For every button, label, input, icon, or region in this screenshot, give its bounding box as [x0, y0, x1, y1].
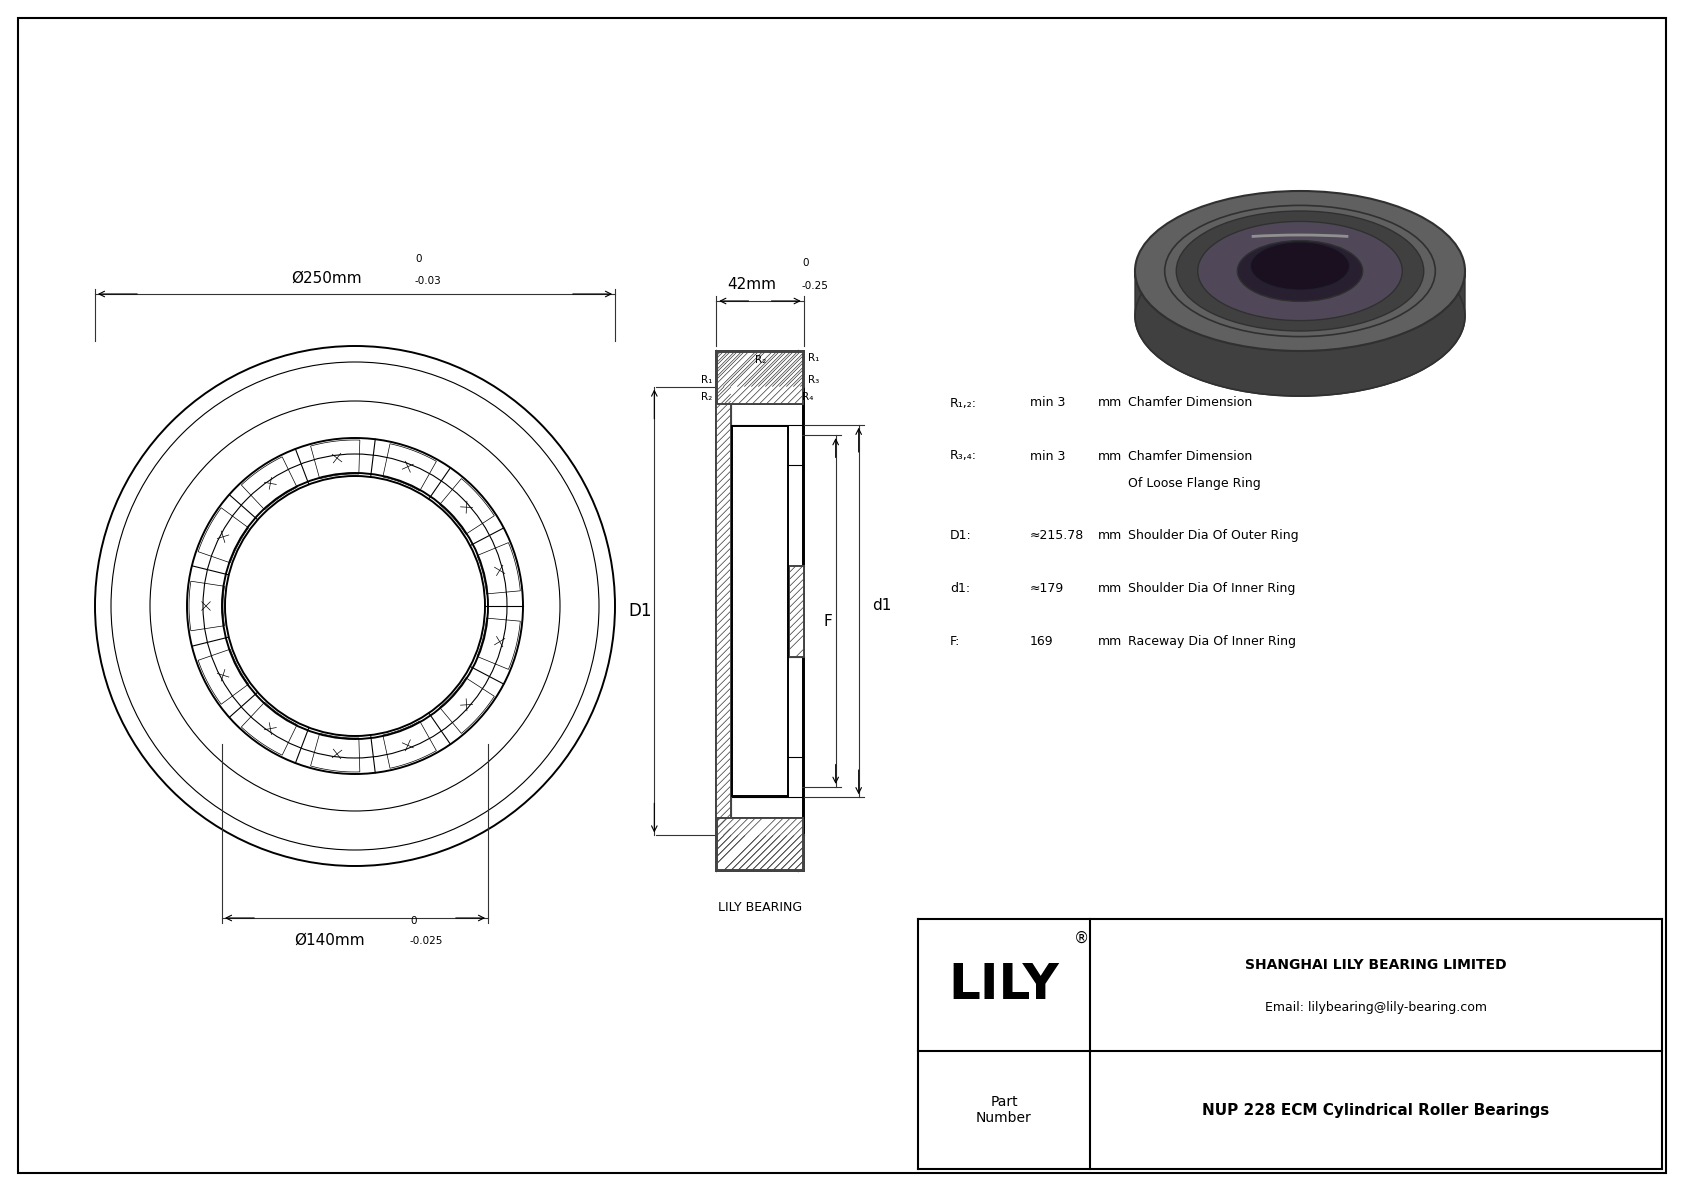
Text: 0: 0: [409, 916, 416, 925]
Polygon shape: [780, 787, 788, 796]
Polygon shape: [733, 426, 788, 796]
Text: ®: ®: [1074, 930, 1090, 946]
Text: ≈215.78: ≈215.78: [1031, 529, 1084, 542]
Text: 0: 0: [802, 258, 808, 268]
Ellipse shape: [1175, 211, 1423, 331]
Text: min 3: min 3: [1031, 397, 1066, 410]
Ellipse shape: [1135, 191, 1465, 351]
Text: Ø250mm: Ø250mm: [291, 272, 362, 286]
Text: 0: 0: [414, 254, 421, 264]
Ellipse shape: [1238, 241, 1362, 301]
Polygon shape: [717, 818, 803, 869]
Text: R₂: R₂: [701, 392, 712, 401]
Text: Email: lilybearing@lily-bearing.com: Email: lilybearing@lily-bearing.com: [1265, 1000, 1487, 1014]
Text: SHANGHAI LILY BEARING LIMITED: SHANGHAI LILY BEARING LIMITED: [1244, 958, 1507, 972]
Text: -0.25: -0.25: [802, 281, 829, 291]
Polygon shape: [733, 426, 741, 435]
Polygon shape: [1135, 272, 1465, 397]
Text: Chamfer Dimension: Chamfer Dimension: [1128, 397, 1253, 410]
Text: 42mm: 42mm: [727, 278, 776, 292]
Ellipse shape: [1197, 222, 1403, 320]
Text: Raceway Dia Of Inner Ring: Raceway Dia Of Inner Ring: [1128, 635, 1297, 648]
Text: Shoulder Dia Of Outer Ring: Shoulder Dia Of Outer Ring: [1128, 529, 1298, 542]
Text: Part
Number: Part Number: [977, 1095, 1032, 1125]
Text: LILY BEARING: LILY BEARING: [717, 902, 802, 913]
Text: mm: mm: [1098, 635, 1122, 648]
Text: mm: mm: [1098, 397, 1122, 410]
Text: F: F: [823, 613, 832, 629]
Text: Shoulder Dia Of Inner Ring: Shoulder Dia Of Inner Ring: [1128, 582, 1295, 596]
Text: R₁: R₁: [808, 353, 818, 363]
Text: 169: 169: [1031, 635, 1054, 648]
Polygon shape: [733, 787, 741, 796]
Polygon shape: [717, 353, 803, 404]
Polygon shape: [790, 566, 803, 656]
Text: D1: D1: [628, 601, 652, 621]
Text: LILY: LILY: [948, 961, 1059, 1009]
Text: D1:: D1:: [950, 529, 972, 542]
Text: d1:: d1:: [950, 582, 970, 596]
Text: F:: F:: [950, 635, 960, 648]
Polygon shape: [716, 387, 731, 835]
Text: d1: d1: [872, 599, 891, 613]
Text: R₁,₂:: R₁,₂:: [950, 397, 977, 410]
Text: min 3: min 3: [1031, 449, 1066, 462]
Text: ≈179: ≈179: [1031, 582, 1064, 596]
Text: -0.03: -0.03: [414, 276, 441, 286]
Text: -0.025: -0.025: [409, 936, 443, 946]
Text: R₃,₄:: R₃,₄:: [950, 449, 977, 462]
Text: Ø140mm: Ø140mm: [295, 933, 365, 948]
Text: mm: mm: [1098, 529, 1122, 542]
Polygon shape: [780, 426, 788, 435]
Polygon shape: [716, 351, 803, 387]
Polygon shape: [716, 835, 803, 871]
Text: R₃: R₃: [808, 375, 818, 385]
Text: mm: mm: [1098, 449, 1122, 462]
Text: Of Loose Flange Ring: Of Loose Flange Ring: [1128, 478, 1261, 490]
Text: mm: mm: [1098, 582, 1122, 596]
Text: R₂: R₂: [756, 355, 766, 364]
Text: Chamfer Dimension: Chamfer Dimension: [1128, 449, 1253, 462]
Ellipse shape: [1251, 242, 1349, 289]
Text: R₁: R₁: [701, 375, 712, 385]
Text: R₄: R₄: [802, 392, 813, 401]
Text: NUP 228 ECM Cylindrical Roller Bearings: NUP 228 ECM Cylindrical Roller Bearings: [1202, 1103, 1549, 1117]
